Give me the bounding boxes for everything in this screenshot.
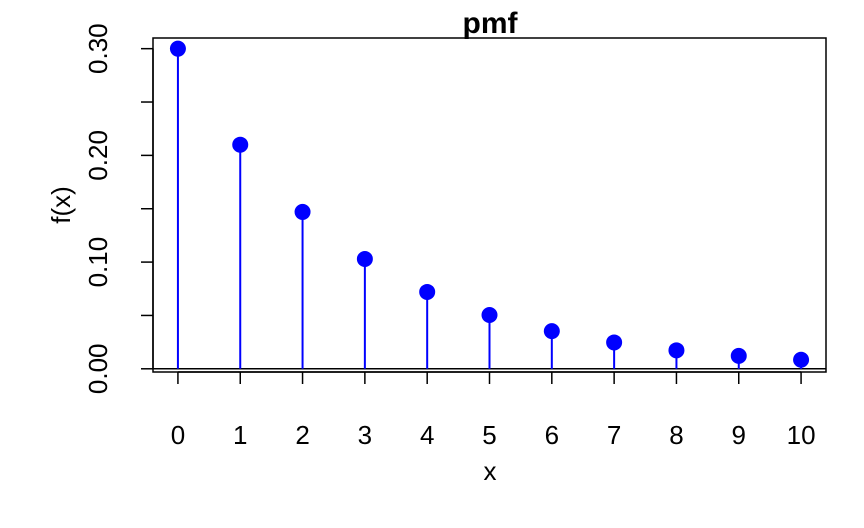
points (169, 40, 810, 368)
x-tick-label: 7 (607, 420, 621, 450)
x-tick-label: 1 (233, 420, 247, 450)
x-axis-label: x (484, 456, 497, 486)
x-tick-label: 10 (787, 420, 816, 450)
x-tick-label: 6 (545, 420, 559, 450)
chart-title: pmf (463, 7, 519, 40)
y-axis-label: f(x) (46, 186, 76, 224)
y-tick-label: 0.10 (83, 237, 113, 288)
x-tick-label: 8 (669, 420, 683, 450)
pmf-point (169, 40, 186, 57)
pmf-point (793, 351, 810, 368)
pmf-point (232, 136, 249, 153)
x-tick-label: 4 (420, 420, 434, 450)
x-tick-label: 3 (358, 420, 372, 450)
pmf-point (419, 283, 436, 300)
x-tick-label: 0 (171, 420, 185, 450)
x-tick-label: 9 (732, 420, 746, 450)
pmf-point (730, 347, 747, 364)
pmf-point (356, 250, 373, 267)
pmf-point (294, 203, 311, 220)
y-tick-label: 0.20 (83, 130, 113, 181)
y-tick-label: 0.00 (83, 343, 113, 394)
y-tick-label: 0.30 (83, 23, 113, 74)
pmf-point (481, 307, 498, 324)
pmf-point (668, 342, 685, 359)
y-axis: 0.00 0.10 0.20 0.30 (83, 23, 154, 394)
pmf-point (543, 323, 560, 340)
x-tick-label: 2 (295, 420, 309, 450)
x-axis: 0 1 2 3 4 5 6 7 8 9 10 (171, 371, 816, 450)
x-tick-label: 5 (482, 420, 496, 450)
pmf-point (606, 334, 623, 351)
